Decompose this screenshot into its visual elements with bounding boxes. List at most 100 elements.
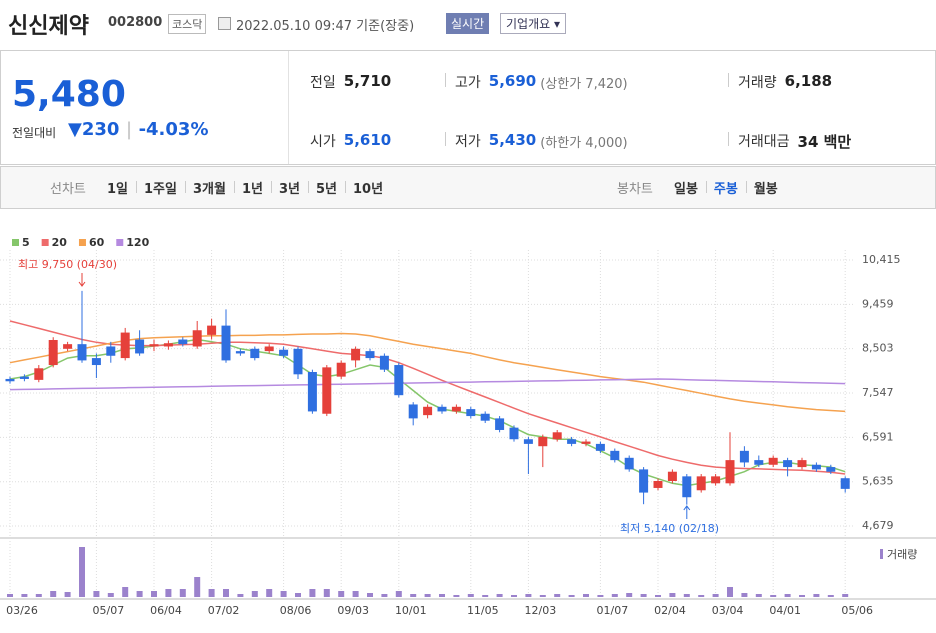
volume-bar (151, 591, 157, 597)
candle-body (725, 460, 735, 484)
volume-bar (467, 594, 474, 597)
stock-code: 002800 (108, 15, 163, 30)
tab-separator (307, 181, 309, 193)
volume-bar (107, 593, 114, 597)
candle-body (149, 344, 159, 347)
candle-body (466, 409, 476, 417)
volume-bar (770, 595, 777, 597)
candle-body (163, 343, 173, 347)
candle-body (408, 404, 418, 419)
tab[interactable]: 일봉 (674, 182, 698, 197)
candle-body (19, 376, 29, 379)
volume-bar (640, 594, 647, 597)
tab-separator (705, 181, 707, 193)
candle-body (106, 346, 116, 356)
candle-body (653, 480, 663, 488)
x-tick-label: 05/07 (93, 604, 125, 617)
candle-body (754, 460, 764, 465)
tab[interactable]: 1일 (107, 182, 129, 197)
candle-body (207, 325, 217, 335)
volume-bar (511, 595, 517, 597)
volume-bar (496, 594, 503, 597)
y-tick-label: 6,591 (862, 430, 894, 443)
candle-body (797, 460, 807, 468)
volume-bar (698, 595, 705, 597)
stat-value: 34 백만 (797, 133, 852, 151)
y-tick-label: 8,503 (862, 342, 894, 355)
realtime-button[interactable]: 실시간 (446, 13, 490, 34)
tab[interactable]: 3개월 (192, 182, 226, 197)
tab-separator (745, 181, 747, 193)
candle-body (293, 348, 303, 375)
tab[interactable]: 주봉 (713, 182, 738, 197)
candle-body (811, 464, 821, 470)
volume-label: 거래량 (887, 548, 917, 561)
legend-label: 5 (22, 236, 30, 249)
candle-body (120, 332, 130, 359)
volume-bar (424, 594, 431, 597)
x-tick-label: 08/06 (280, 604, 312, 617)
volume-bar (208, 589, 215, 597)
company-info-text[interactable]: 기업개요 (506, 17, 551, 31)
stat-label: 전일 (310, 75, 336, 91)
tab[interactable]: 3년 (278, 182, 300, 197)
candle-body (523, 439, 533, 444)
candle-body (610, 450, 620, 461)
x-tick-label: 12/03 (525, 604, 557, 617)
candle-body (235, 351, 245, 354)
legend-swatch (12, 239, 19, 246)
candle-body (5, 378, 15, 382)
volume-bar (21, 594, 28, 597)
volume-bar (842, 594, 849, 597)
tab-label: 선차트 (50, 182, 86, 197)
tab-separator (345, 181, 346, 193)
volume-bar (309, 589, 316, 597)
stat-separator (445, 132, 446, 146)
candle-body (379, 355, 389, 370)
ma-line (9, 332, 846, 413)
candle-body (624, 457, 634, 470)
volume-bar (122, 587, 129, 597)
stat-separator (728, 132, 729, 146)
candle-body (351, 348, 361, 361)
stat-separator (728, 73, 729, 87)
change: ▼230 | -4.03% (68, 119, 209, 140)
volume-bar (827, 595, 834, 597)
x-tick-label: 10/01 (395, 604, 427, 617)
legend-label: 20 (52, 236, 68, 249)
tab[interactable]: 10년 (353, 182, 384, 197)
stat-note: (상한가 7,420) (540, 77, 628, 92)
tab[interactable]: 1주일 (144, 182, 177, 197)
tab[interactable]: 월봉 (753, 182, 778, 197)
volume-bar (727, 587, 733, 597)
volume-bar (223, 589, 229, 597)
stock-name: 신신제약 (8, 14, 89, 39)
candle-body (480, 413, 490, 421)
tab[interactable]: 5년 (315, 182, 337, 197)
volume-bar (136, 591, 143, 597)
candle-body (451, 406, 461, 412)
volume-bar (453, 595, 460, 597)
candle-body (581, 441, 591, 444)
annotation: 최고 9,750 (04/30) (18, 258, 117, 271)
stat-value: 5,690 (488, 72, 537, 90)
y-tick-label: 7,547 (862, 386, 894, 399)
legend-swatch (116, 239, 124, 246)
stat-value: 6,188 (784, 72, 833, 90)
legend-swatch (41, 239, 49, 246)
volume-bar (712, 594, 719, 597)
candle-body (538, 436, 548, 447)
candle-body (826, 467, 836, 472)
timestamp: 2022.05.10 09:47 기준(장중) (236, 19, 415, 34)
x-tick-label: 06/04 (150, 604, 182, 617)
company-info-button[interactable]: 기업개요 ▾ (500, 13, 567, 34)
x-tick-label: 05/06 (841, 604, 873, 617)
volume-bar (784, 594, 791, 597)
tab[interactable]: 1년 (241, 182, 263, 197)
volume-bar (93, 591, 100, 597)
candle-body (639, 469, 649, 493)
candle-body (567, 439, 577, 444)
stat-label: 시가 (310, 134, 336, 150)
x-tick-label: 01/07 (597, 604, 629, 617)
volume-bar (410, 594, 417, 597)
